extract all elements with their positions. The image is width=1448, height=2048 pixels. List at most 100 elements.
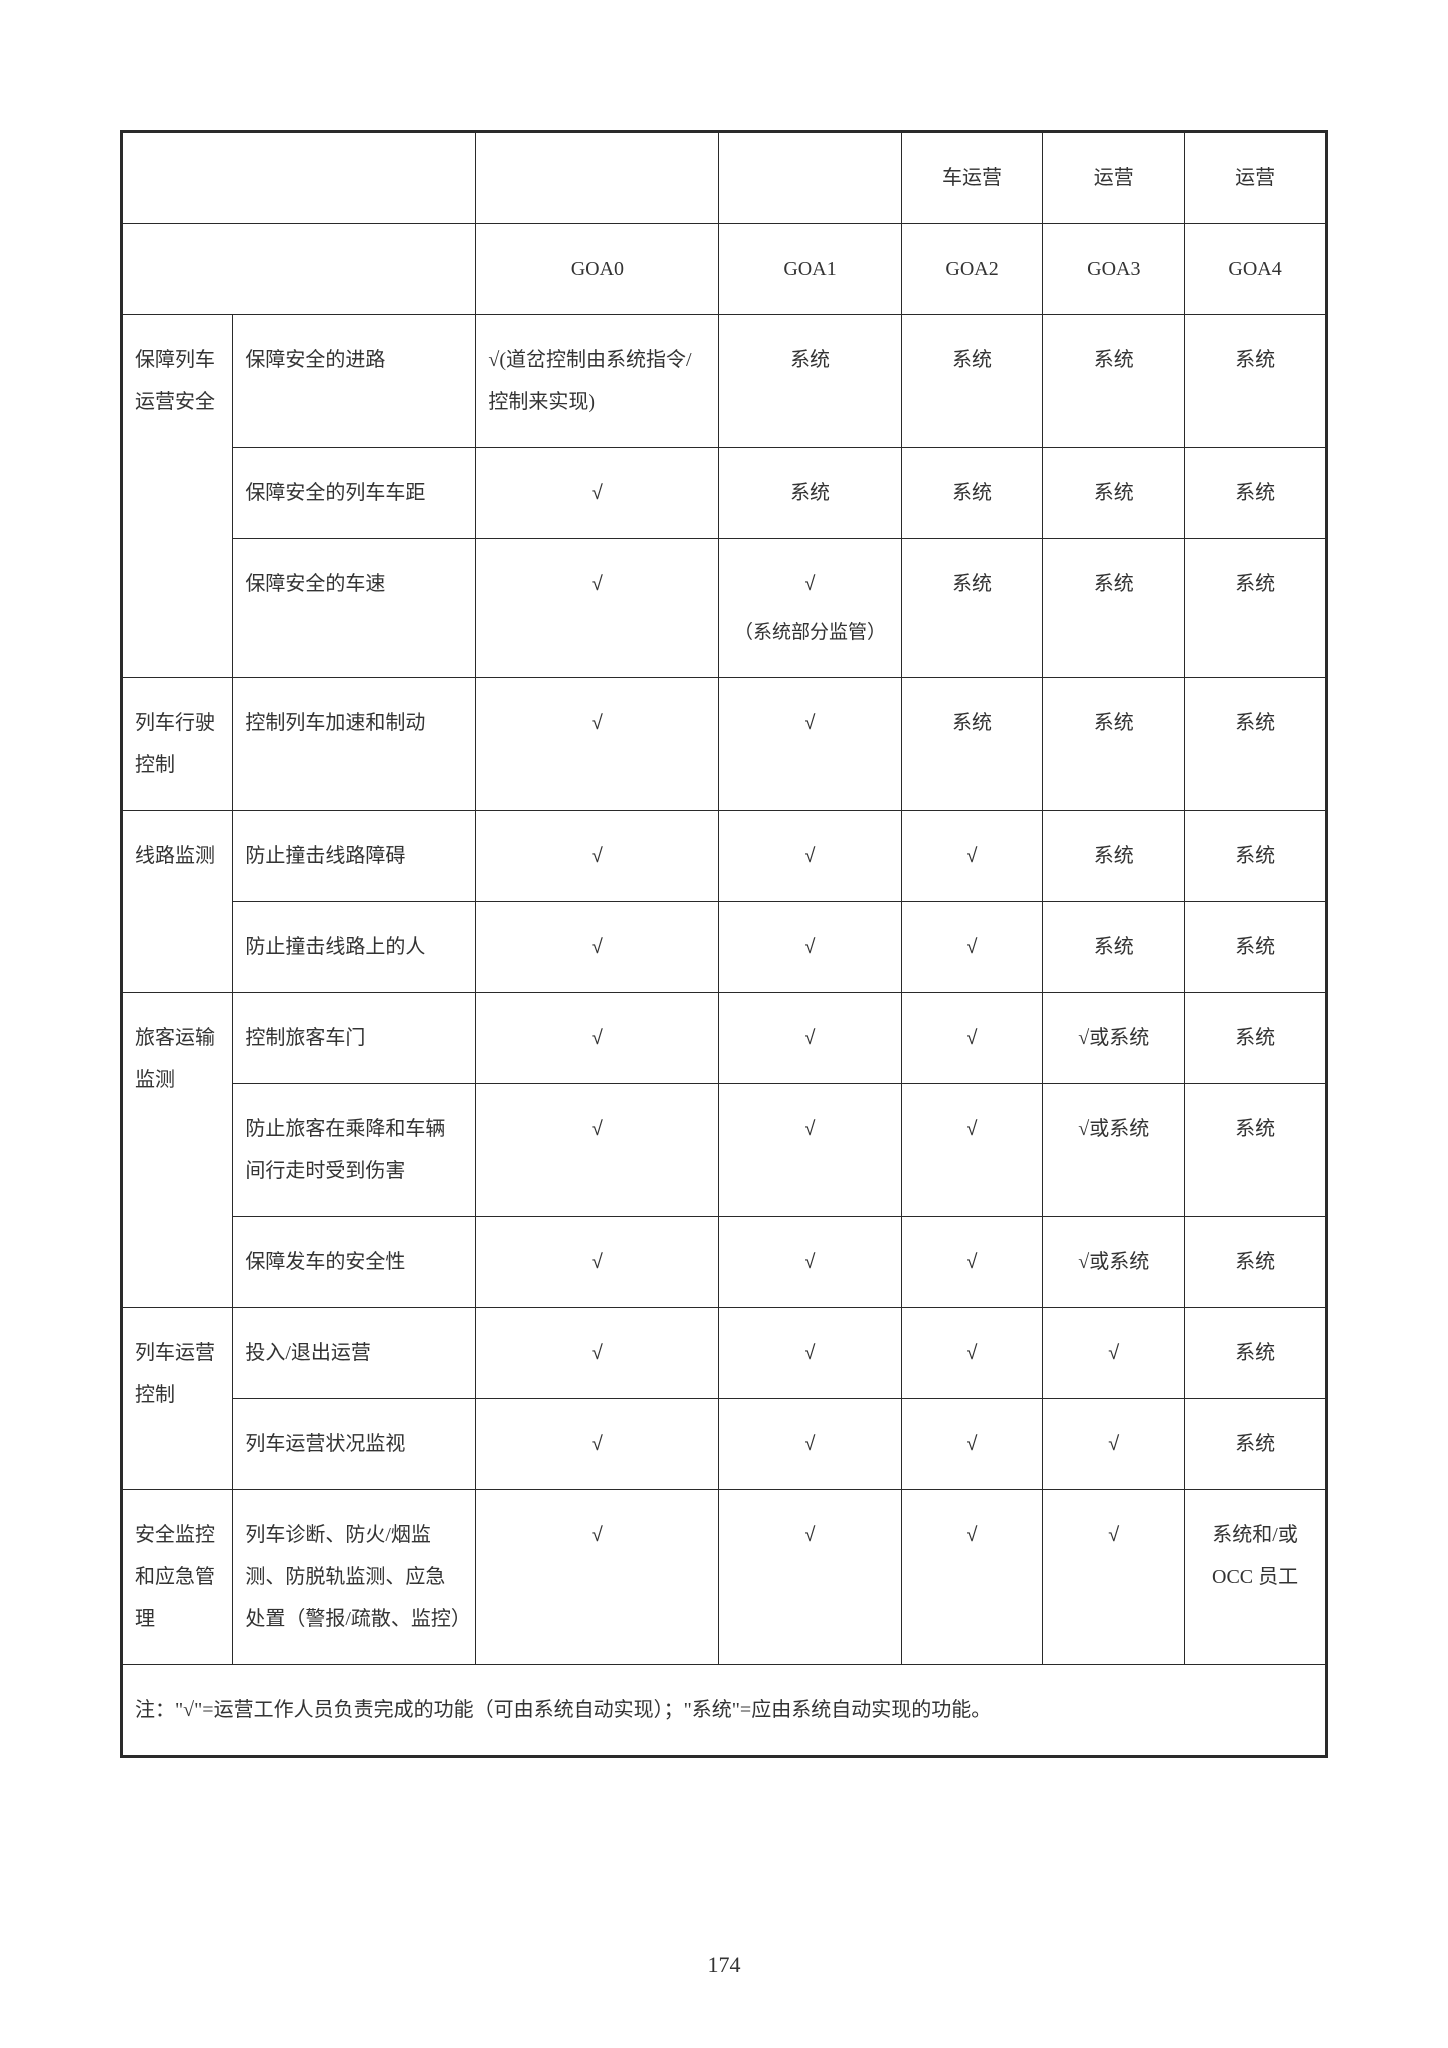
value-cell: √ [476,1398,719,1489]
value-cell: 系统 [901,677,1043,810]
value-cell: √ [1043,1489,1185,1664]
category-cell: 安全监控和应急管理 [122,1489,233,1664]
header-cell: GOA3 [1043,224,1185,315]
value-cell: √ [719,1398,901,1489]
value-cell: 系统 [719,448,901,539]
value-cell: √ [901,1083,1043,1216]
tick-text: √ [805,573,816,595]
value-cell: 系统 [1185,810,1327,901]
value-cell: 系统 [1185,1083,1327,1216]
function-cell: 投入/退出运营 [233,1307,476,1398]
category-cell: 旅客运输监测 [122,992,233,1307]
header-cell: GOA0 [476,224,719,315]
function-cell: 防止撞击线路障碍 [233,810,476,901]
blank-cell [122,224,476,315]
value-cell: 系统 [1185,448,1327,539]
header-cell: GOA2 [901,224,1043,315]
value-cell: √ [901,901,1043,992]
table-row: 列车行驶控制 控制列车加速和制动 √ √ 系统 系统 系统 [122,677,1327,810]
value-cell: √ [476,810,719,901]
category-cell: 线路监测 [122,810,233,992]
sub-note: （系统部分监管） [731,613,888,653]
value-cell: √ [476,901,719,992]
note-cell: 注："√"=运营工作人员负责完成的功能（可由系统自动实现）；"系统"=应由系统自… [122,1664,1327,1756]
value-cell: √ [901,1216,1043,1307]
value-cell: 系统 [1185,901,1327,992]
function-cell: 保障安全的进路 [233,315,476,448]
table-row: 列车运营控制 投入/退出运营 √ √ √ √ 系统 [122,1307,1327,1398]
category-cell: 列车运营控制 [122,1307,233,1489]
header-row-goa: GOA0 GOA1 GOA2 GOA3 GOA4 [122,224,1327,315]
value-cell: √ [476,539,719,678]
value-cell: √ [719,1083,901,1216]
value-cell: √ [476,677,719,810]
value-cell: 系统 [1043,315,1185,448]
value-cell: 系统 [901,315,1043,448]
table-row: 防止旅客在乘降和车辆间行走时受到伤害 √ √ √ √或系统 系统 [122,1083,1327,1216]
function-cell: 保障发车的安全性 [233,1216,476,1307]
value-cell: √ [901,1489,1043,1664]
table-row: 保障列车运营安全 保障安全的进路 √(道岔控制由系统指令/ 控制来实现) 系统 … [122,315,1327,448]
header-cell: 车运营 [901,132,1043,224]
value-cell: 系统 [1185,1398,1327,1489]
category-cell: 列车行驶控制 [122,677,233,810]
value-cell: √ [719,1489,901,1664]
value-cell: 系统和/或OCC 员工 [1185,1489,1327,1664]
header-row-top: 车运营 运营 运营 [122,132,1327,224]
value-cell: 系统 [1043,901,1185,992]
goa-table: 车运营 运营 运营 GOA0 GOA1 GOA2 GOA3 GOA4 保障列车运… [120,130,1328,1758]
value-cell: √ [476,992,719,1083]
value-cell: √ [719,992,901,1083]
value-cell: √ [1043,1398,1185,1489]
value-cell: √ [901,810,1043,901]
value-cell: √ [476,1216,719,1307]
note-row: 注："√"=运营工作人员负责完成的功能（可由系统自动实现）；"系统"=应由系统自… [122,1664,1327,1756]
value-cell: 系统 [1185,539,1327,678]
value-cell: √ [476,448,719,539]
header-cell: GOA1 [719,224,901,315]
table-row: 保障安全的车速 √ √ （系统部分监管） 系统 系统 系统 [122,539,1327,678]
table-row: 保障发车的安全性 √ √ √ √或系统 系统 [122,1216,1327,1307]
table-row: 旅客运输监测 控制旅客车门 √ √ √ √或系统 系统 [122,992,1327,1083]
value-cell: √ [476,1307,719,1398]
function-cell: 防止撞击线路上的人 [233,901,476,992]
value-cell: 系统 [1185,677,1327,810]
value-cell: 系统 [901,539,1043,678]
value-cell: √或系统 [1043,992,1185,1083]
table-row: 安全监控和应急管理 列车诊断、防火/烟监测、防脱轨监测、应急处置（警报/疏散、监… [122,1489,1327,1664]
function-cell: 保障安全的列车车距 [233,448,476,539]
value-cell: √ [1043,1307,1185,1398]
table-row: 列车运营状况监视 √ √ √ √ 系统 [122,1398,1327,1489]
table-row: 保障安全的列车车距 √ 系统 系统 系统 系统 [122,448,1327,539]
function-cell: 防止旅客在乘降和车辆间行走时受到伤害 [233,1083,476,1216]
value-cell: 系统 [1043,810,1185,901]
value-cell: √或系统 [1043,1216,1185,1307]
header-cell: 运营 [1043,132,1185,224]
function-cell: 控制旅客车门 [233,992,476,1083]
function-cell: 列车诊断、防火/烟监测、防脱轨监测、应急处置（警报/疏散、监控） [233,1489,476,1664]
value-cell: √ [901,1307,1043,1398]
value-cell: 系统 [1185,1307,1327,1398]
header-cell: GOA4 [1185,224,1327,315]
blank-cell [719,132,901,224]
function-cell: 列车运营状况监视 [233,1398,476,1489]
function-cell: 控制列车加速和制动 [233,677,476,810]
value-cell: √或系统 [1043,1083,1185,1216]
value-cell: √(道岔控制由系统指令/ 控制来实现) [476,315,719,448]
category-cell: 保障列车运营安全 [122,315,233,678]
value-cell: √ （系统部分监管） [719,539,901,678]
value-cell: √ [719,1307,901,1398]
table-row: 线路监测 防止撞击线路障碍 √ √ √ 系统 系统 [122,810,1327,901]
value-cell: 系统 [901,448,1043,539]
value-cell: 系统 [1185,1216,1327,1307]
value-cell: √ [901,1398,1043,1489]
function-cell: 保障安全的车速 [233,539,476,678]
value-cell: √ [719,810,901,901]
value-cell: 系统 [719,315,901,448]
header-cell: 运营 [1185,132,1327,224]
value-cell: 系统 [1043,539,1185,678]
value-cell: 系统 [1043,677,1185,810]
value-cell: √ [719,901,901,992]
value-cell: 系统 [1043,448,1185,539]
page-number: 174 [0,1952,1448,1978]
